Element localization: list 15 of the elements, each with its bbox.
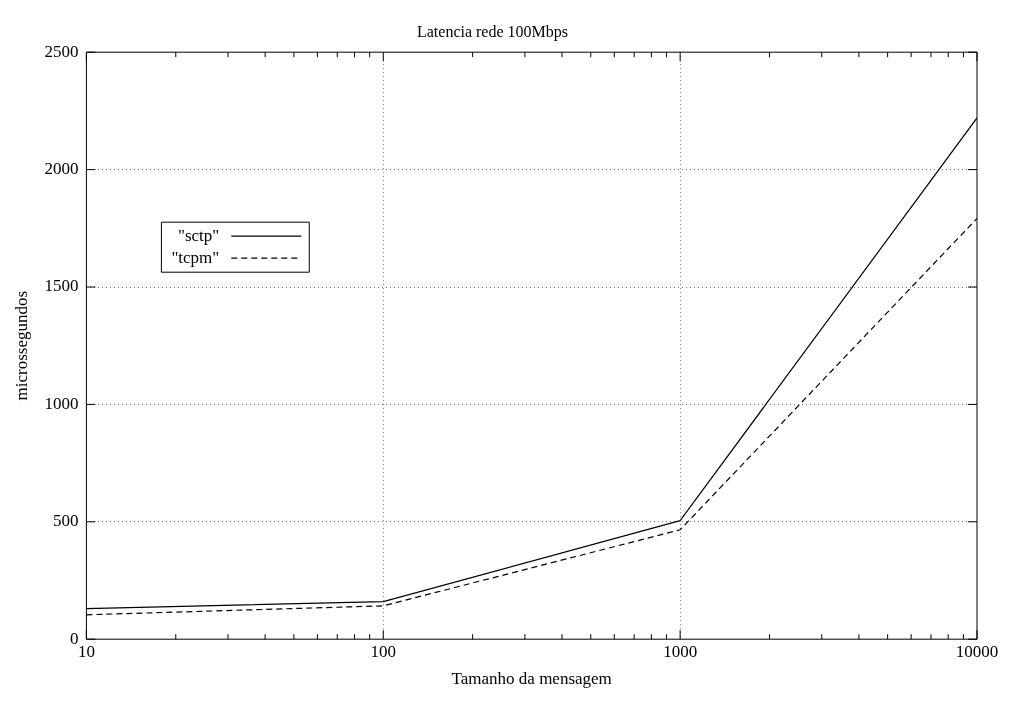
y-tick-label: 2500	[44, 41, 79, 61]
y-tick-label: 500	[52, 511, 79, 531]
x-tick-label: 100	[370, 641, 397, 661]
legend-label: "tcpm"	[171, 247, 220, 267]
chart-title: Latencia rede 100Mbps	[416, 22, 569, 41]
y-tick-label: 0	[69, 628, 79, 648]
x-tick-label: 10	[77, 641, 95, 661]
y-tick-label: 1500	[44, 276, 79, 296]
x-axis-title: Tamanho da mensagem	[451, 669, 612, 689]
y-axis-title: microssegundos	[11, 290, 31, 401]
x-tick-label: 10000	[955, 641, 999, 661]
legend-label: "sctp"	[178, 225, 220, 245]
y-tick-label: 1000	[44, 393, 79, 413]
x-tick-label: 1000	[663, 641, 698, 661]
y-tick-label: 2000	[44, 159, 79, 179]
